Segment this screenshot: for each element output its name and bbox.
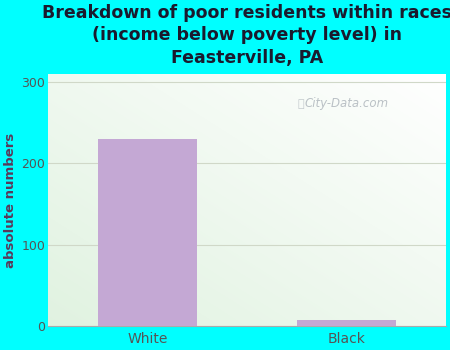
Text: Ⓢ: Ⓢ — [297, 99, 304, 109]
Y-axis label: absolute numbers: absolute numbers — [4, 132, 17, 268]
Title: Breakdown of poor residents within races
(income below poverty level) in
Feaster: Breakdown of poor residents within races… — [42, 4, 450, 66]
Text: City-Data.com: City-Data.com — [304, 98, 388, 111]
Bar — [297, 320, 396, 326]
Bar — [98, 139, 197, 326]
